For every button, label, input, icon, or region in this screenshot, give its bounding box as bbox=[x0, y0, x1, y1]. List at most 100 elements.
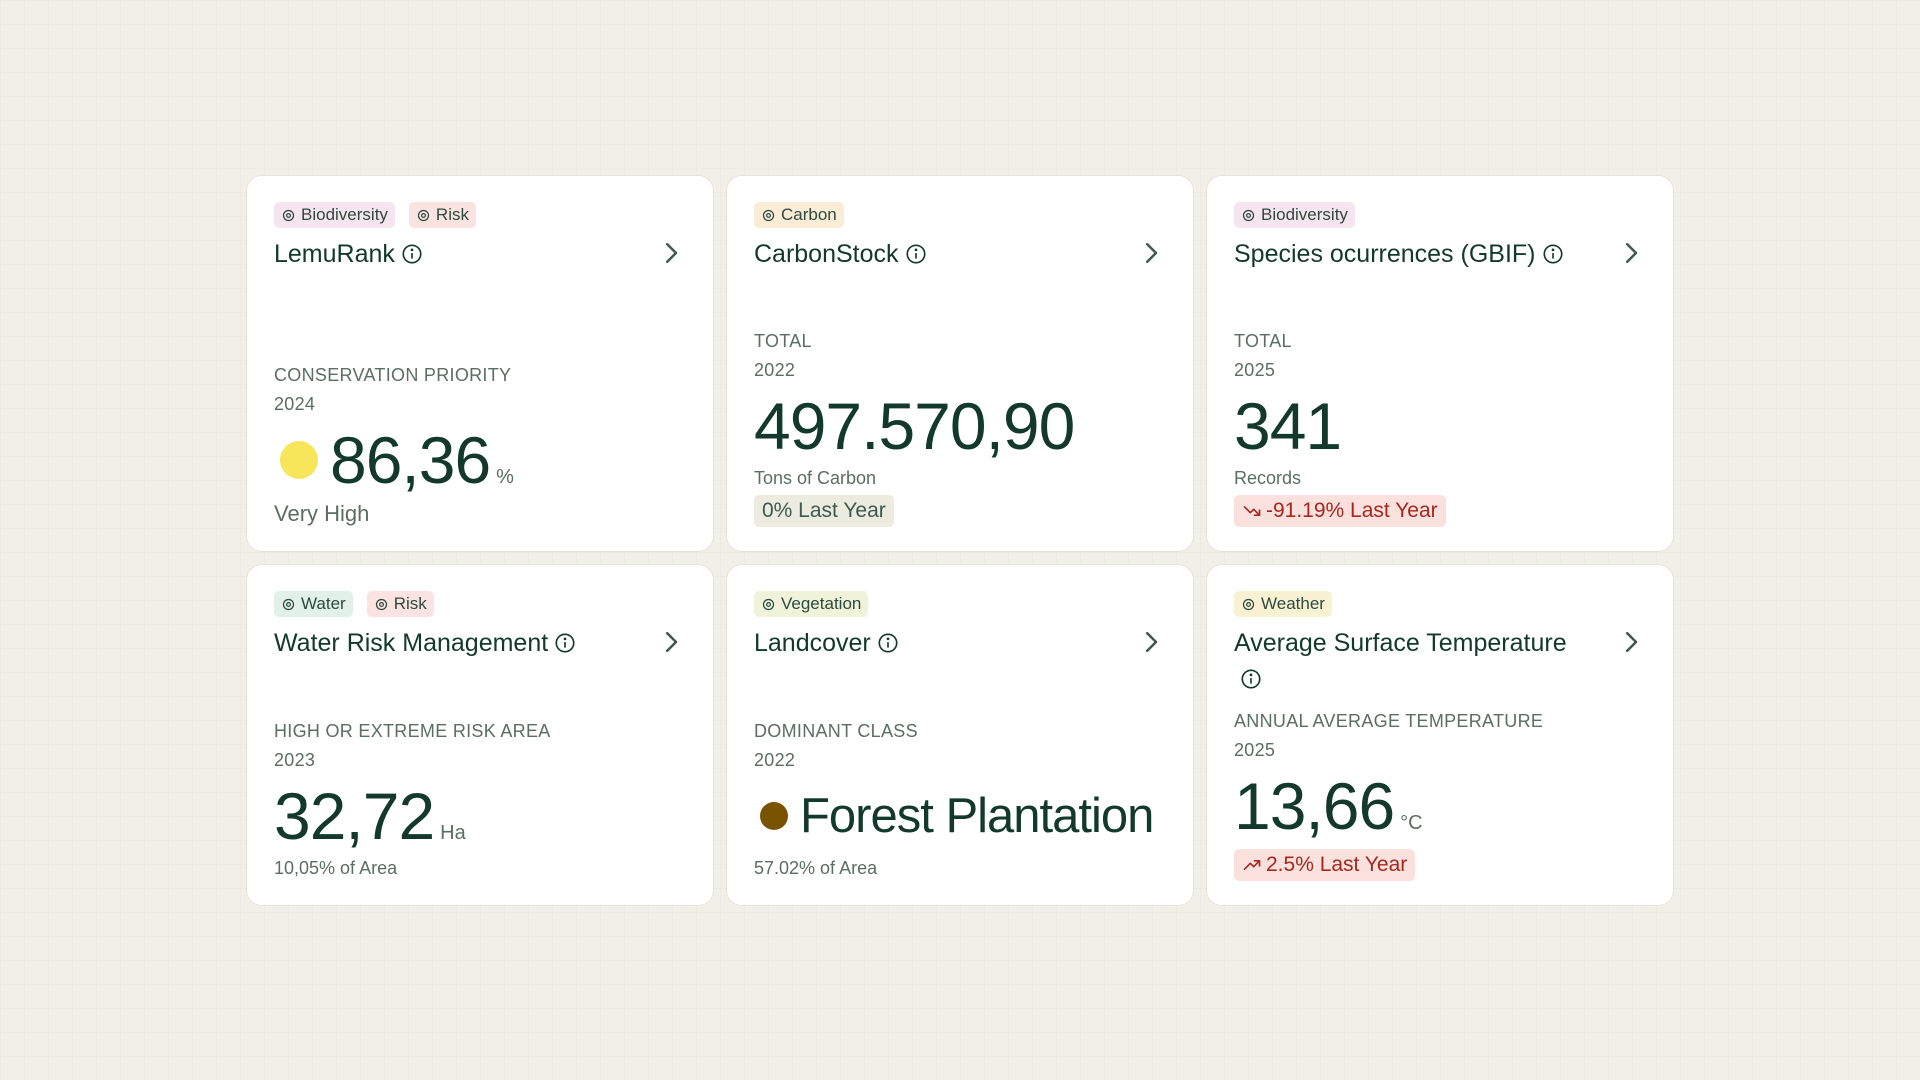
metric-card[interactable]: Biodiversity Species ocurrences (GBIF) TOT… bbox=[1206, 175, 1674, 552]
card-header: Water Risk Management bbox=[274, 625, 686, 661]
metric-label: CONSERVATION PRIORITY bbox=[274, 365, 512, 385]
tag: Weather bbox=[1234, 591, 1332, 617]
metric-unit: °C bbox=[1400, 812, 1423, 834]
metric-year: 2022 bbox=[754, 750, 796, 770]
chevron[interactable] bbox=[1616, 238, 1646, 268]
card-grid: Biodiversity Risk LemuRank CONSERVATION PRI… bbox=[246, 175, 1674, 906]
metric-value: 497.570,90 bbox=[754, 389, 1075, 463]
status-dot bbox=[280, 441, 318, 479]
info-icon[interactable] bbox=[401, 243, 423, 265]
metric-block: TOTAL 2022 497.570,90 Tons of Carbon 0% Last… bbox=[754, 327, 1166, 527]
metric-label: TOTAL bbox=[754, 331, 812, 351]
value-row: 13,66 °C bbox=[1234, 769, 1646, 843]
tag-row: Vegetation bbox=[754, 591, 1166, 617]
tag: Vegetation bbox=[754, 591, 869, 617]
chevron[interactable] bbox=[1136, 627, 1166, 657]
tag-label: Vegetation bbox=[781, 594, 862, 613]
change-text: -91.19% Last Year bbox=[1266, 499, 1438, 522]
info-icon[interactable] bbox=[1542, 243, 1564, 265]
metric-note: Tons of Carbon bbox=[754, 468, 877, 488]
metric-note: Records bbox=[1234, 468, 1302, 488]
card-title: CarbonStock bbox=[754, 236, 927, 272]
metric-label: DOMINANT CLASS bbox=[754, 721, 918, 741]
tag-icon bbox=[281, 597, 296, 612]
change-text: 2.5% Last Year bbox=[1266, 853, 1408, 876]
title-text: Species ocurrences (GBIF) bbox=[1234, 240, 1536, 268]
value-row: 341 bbox=[1234, 389, 1646, 463]
metric-note: Very High bbox=[274, 501, 370, 526]
tag-label: Carbon bbox=[781, 205, 837, 224]
metric-block: ANNUAL AVERAGE TEMPERATURE 2025 13,66 °C 2.5… bbox=[1234, 707, 1646, 881]
metric-label: ANNUAL AVERAGE TEMPERATURE bbox=[1234, 711, 1544, 731]
tag: Biodiversity bbox=[1234, 202, 1355, 228]
metric-unit: % bbox=[496, 466, 514, 488]
chevron[interactable] bbox=[656, 627, 686, 657]
value-row: 86,36% bbox=[274, 423, 686, 497]
info-icon[interactable] bbox=[877, 632, 899, 654]
metric-year: 2023 bbox=[274, 750, 316, 770]
title-text: Water Risk Management bbox=[274, 629, 549, 657]
trend-icon bbox=[1242, 855, 1262, 875]
metric-value: 86,36 bbox=[330, 423, 491, 497]
tag: Risk bbox=[408, 202, 476, 228]
metric-label: HIGH OR EXTREME RISK AREA bbox=[274, 721, 551, 741]
tag-icon bbox=[761, 597, 776, 612]
metric-year: 2025 bbox=[1234, 360, 1276, 380]
metric-card[interactable]: Carbon CarbonStock TOTAL 2022 497.570,90 Tons… bbox=[726, 175, 1194, 552]
card-header: CarbonStock bbox=[754, 236, 1166, 272]
metric-card[interactable]: Vegetation Landcover DOMINANT CLASS 2022 For… bbox=[726, 564, 1194, 906]
chevron[interactable] bbox=[1136, 238, 1166, 268]
tag-label: Water bbox=[301, 594, 346, 613]
card-header: Species ocurrences (GBIF) bbox=[1234, 236, 1646, 272]
metric-block: CONSERVATION PRIORITY 2024 86,36% Very High bbox=[274, 361, 686, 527]
metric-value: Forest Plantation bbox=[800, 789, 1154, 843]
change-badge: 2.5% Last Year bbox=[1234, 849, 1416, 881]
tag: Biodiversity bbox=[274, 202, 395, 228]
chevron[interactable] bbox=[656, 238, 686, 268]
info-icon[interactable] bbox=[905, 243, 927, 265]
tag-icon bbox=[281, 208, 296, 223]
chevron[interactable] bbox=[1616, 627, 1646, 657]
metric-card[interactable]: Biodiversity Risk LemuRank CONSERVATION PRI… bbox=[246, 175, 714, 552]
value-row: Forest Plantation bbox=[754, 779, 1166, 853]
change-text: 0% Last Year bbox=[762, 499, 886, 522]
info-icon[interactable] bbox=[1240, 668, 1262, 690]
metric-year: 2022 bbox=[754, 360, 796, 380]
metric-value: 341 bbox=[1234, 389, 1342, 463]
tag-icon bbox=[374, 597, 389, 612]
tag-icon bbox=[761, 208, 776, 223]
metric-note: 57.02% of Area bbox=[754, 858, 878, 878]
tag-row: Water Risk bbox=[274, 591, 686, 617]
metric-year: 2024 bbox=[274, 394, 316, 414]
value-row: 497.570,90 bbox=[754, 389, 1166, 463]
tag: Risk bbox=[366, 591, 434, 617]
metric-year: 2025 bbox=[1234, 740, 1276, 760]
card-title: Species ocurrences (GBIF) bbox=[1234, 236, 1564, 272]
tag-row: Biodiversity bbox=[1234, 202, 1646, 228]
tag-icon bbox=[416, 208, 431, 223]
tag-icon bbox=[1241, 208, 1256, 223]
metric-value: 32,72 bbox=[274, 779, 435, 853]
metric-note: 10,05% of Area bbox=[274, 858, 398, 878]
card-title: LemuRank bbox=[274, 236, 423, 272]
tag-label: Biodiversity bbox=[301, 205, 388, 224]
change-badge: -91.19% Last Year bbox=[1234, 495, 1446, 527]
card-header: Landcover bbox=[754, 625, 1166, 661]
card-title: Landcover bbox=[754, 625, 899, 661]
tag-label: Weather bbox=[1261, 594, 1325, 613]
info-icon[interactable] bbox=[554, 632, 576, 654]
tag: Water bbox=[274, 591, 353, 617]
tag-label: Risk bbox=[435, 205, 469, 224]
metric-value: 13,66 bbox=[1234, 769, 1395, 843]
card-header: Average Surface Temperature bbox=[1234, 625, 1646, 697]
metric-card[interactable]: Weather Average Surface Temperature ANNUAL… bbox=[1206, 564, 1674, 906]
metric-label: TOTAL bbox=[1234, 331, 1292, 351]
tag-icon bbox=[1241, 597, 1256, 612]
title-text: CarbonStock bbox=[754, 240, 899, 268]
change-badge: 0% Last Year bbox=[754, 495, 894, 527]
card-title: Water Risk Management bbox=[274, 625, 576, 661]
trend-icon bbox=[1242, 501, 1262, 521]
tag-row: Biodiversity Risk bbox=[274, 202, 686, 228]
metric-card[interactable]: Water Risk Water Risk Management HIGH OR EX… bbox=[246, 564, 714, 906]
